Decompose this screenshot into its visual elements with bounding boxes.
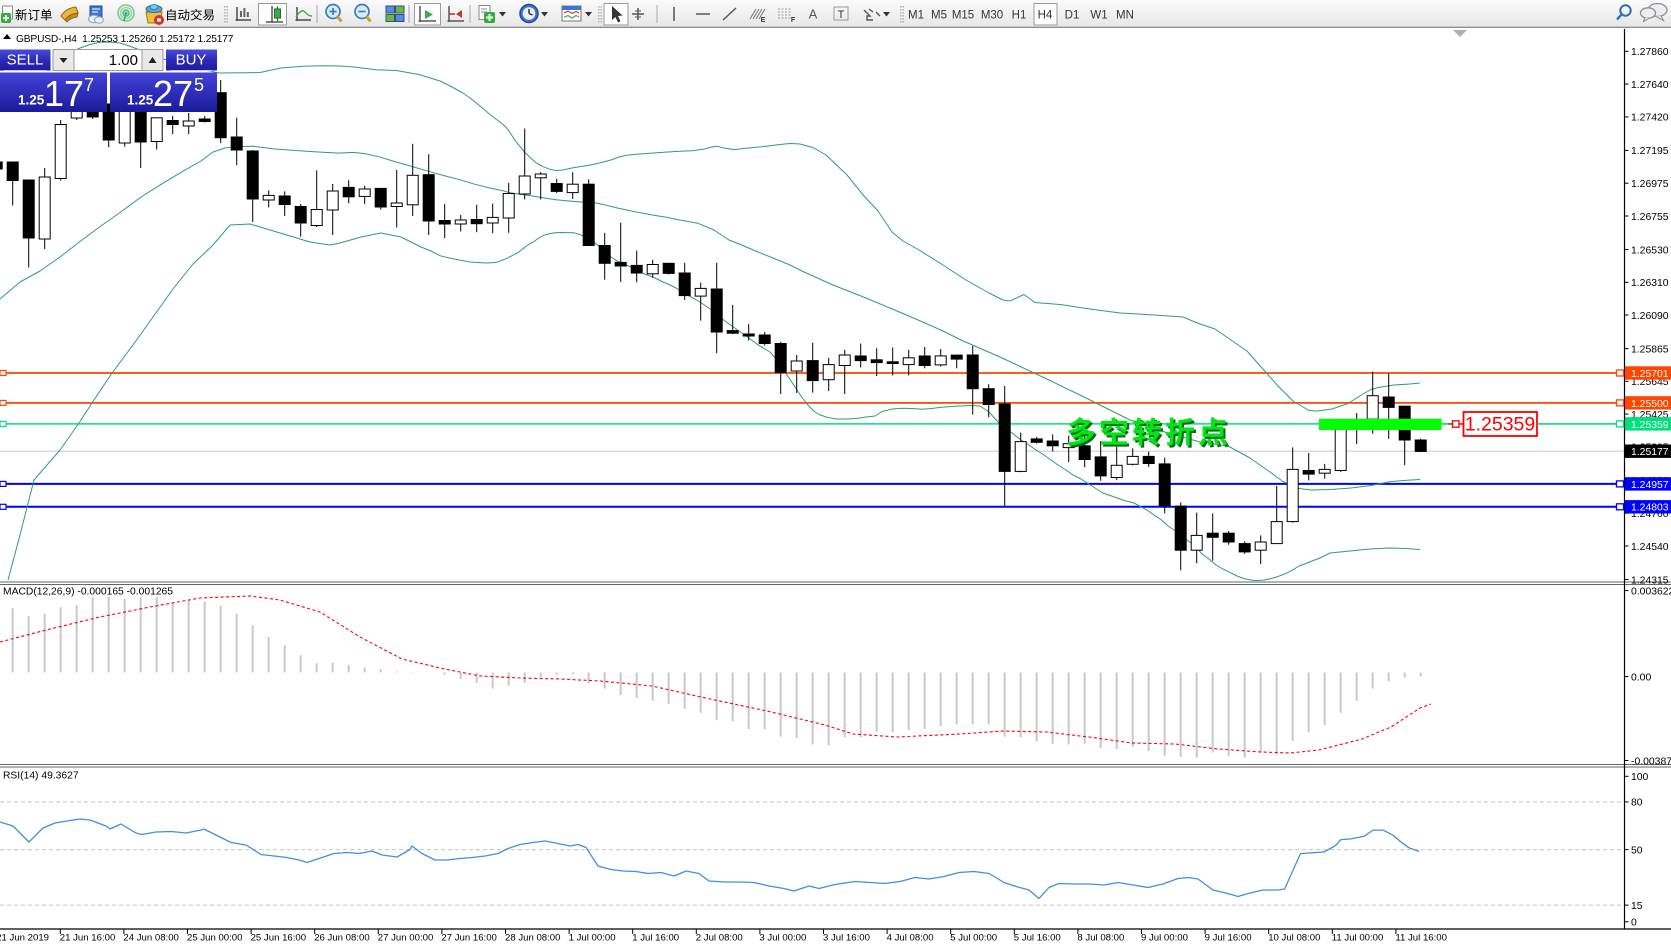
svg-text:1 Jul 00:00: 1 Jul 00:00 [569,933,616,944]
svg-text:100: 100 [1631,772,1649,783]
svg-text:M1: M1 [908,10,924,22]
svg-text:A: A [809,7,818,22]
svg-text:F: F [791,17,796,24]
svg-text:1.27860: 1.27860 [1631,47,1669,58]
svg-text:15: 15 [1631,901,1643,912]
svg-text:1.25425: 1.25425 [1631,410,1669,421]
svg-text:M30: M30 [981,10,1003,22]
svg-text:9 Jul 00:00: 9 Jul 00:00 [1141,933,1188,944]
svg-text:1.27195: 1.27195 [1631,146,1669,157]
svg-text:21 Jun 2019: 21 Jun 2019 [0,933,49,944]
svg-text:5 Jul 00:00: 5 Jul 00:00 [950,933,997,944]
svg-text:SELL: SELL [7,52,44,69]
svg-text:RSI(14) 49.3627: RSI(14) 49.3627 [3,771,79,782]
svg-text:D1: D1 [1065,10,1080,22]
svg-text:9 Jul 16:00: 9 Jul 16:00 [1205,933,1252,944]
svg-text:1.25701: 1.25701 [1631,369,1669,380]
svg-text:1.24315: 1.24315 [1631,575,1669,586]
svg-text:27 Jun 00:00: 27 Jun 00:00 [378,933,433,944]
svg-text:1.25359: 1.25359 [1631,420,1669,431]
svg-text:24 Jun 08:00: 24 Jun 08:00 [123,933,178,944]
svg-text:1.26090: 1.26090 [1631,311,1669,322]
svg-text:1.25: 1.25 [18,93,45,108]
svg-text:MACD(12,26,9) -0.000165 -0.001: MACD(12,26,9) -0.000165 -0.001265 [3,587,173,598]
svg-text:0.00: 0.00 [1631,672,1651,683]
svg-text:1.25645: 1.25645 [1631,377,1669,388]
svg-text:25 Jun 00:00: 25 Jun 00:00 [187,933,242,944]
svg-text:1.00: 1.00 [109,52,138,69]
svg-text:50: 50 [1631,845,1643,856]
svg-text:GBPUSD-,H4 1.25253 1.25260 1.: GBPUSD-,H4 1.25253 1.25260 1.25172 1.251… [16,34,234,45]
svg-text:1.24540: 1.24540 [1631,542,1669,553]
svg-text:11 Jul 16:00: 11 Jul 16:00 [1395,933,1447,944]
svg-text:M15: M15 [952,10,974,22]
svg-text:1.27420: 1.27420 [1631,113,1669,124]
svg-text:1.25: 1.25 [127,93,154,108]
svg-text:H1: H1 [1012,10,1027,22]
svg-text:27: 27 [153,73,193,114]
svg-text:1 Jul 16:00: 1 Jul 16:00 [632,933,679,944]
svg-text:1.26310: 1.26310 [1631,278,1669,289]
svg-text:M5: M5 [931,10,947,22]
svg-text:0.003622: 0.003622 [1631,586,1671,597]
svg-text:2 Jul 08:00: 2 Jul 08:00 [696,933,743,944]
svg-text:5: 5 [194,75,204,95]
svg-text:T: T [838,9,845,21]
svg-text:1.25177: 1.25177 [1631,447,1669,458]
svg-text:1.24957: 1.24957 [1631,480,1669,491]
svg-text:1.25359: 1.25359 [1465,414,1536,436]
svg-text:4 Jul 08:00: 4 Jul 08:00 [887,933,934,944]
svg-text:80: 80 [1631,798,1643,809]
svg-text:H4: H4 [1038,10,1053,22]
svg-text:11 Jul 00:00: 11 Jul 00:00 [1332,933,1384,944]
svg-text:26 Jun 08:00: 26 Jun 08:00 [314,933,369,944]
svg-text:MN: MN [1116,10,1134,22]
svg-text:8 Jul 08:00: 8 Jul 08:00 [1077,933,1124,944]
svg-text:1.25865: 1.25865 [1631,344,1669,355]
svg-text:10 Jul 08:00: 10 Jul 08:00 [1268,933,1320,944]
svg-text:1.24760: 1.24760 [1631,509,1669,520]
svg-text:1.26530: 1.26530 [1631,245,1669,256]
svg-text:3 Jul 16:00: 3 Jul 16:00 [823,933,870,944]
svg-text:W1: W1 [1090,10,1107,22]
svg-text:28 Jun 08:00: 28 Jun 08:00 [505,933,560,944]
svg-text:27 Jun 16:00: 27 Jun 16:00 [441,933,496,944]
svg-text:-0.003877: -0.003877 [1631,756,1671,767]
svg-text:21 Jun 16:00: 21 Jun 16:00 [60,933,115,944]
svg-text:3 Jul 00:00: 3 Jul 00:00 [759,933,806,944]
svg-text:0: 0 [1631,918,1637,929]
svg-text:1.25500: 1.25500 [1631,399,1669,410]
svg-text:1.27640: 1.27640 [1631,80,1669,91]
svg-text:1.26755: 1.26755 [1631,212,1669,223]
svg-text:17: 17 [44,73,84,114]
svg-text:25 Jun 16:00: 25 Jun 16:00 [251,933,306,944]
svg-text:1.24803: 1.24803 [1631,503,1669,514]
svg-text:E: E [761,17,766,24]
svg-text:5 Jul 16:00: 5 Jul 16:00 [1014,933,1061,944]
svg-text:1.26975: 1.26975 [1631,179,1669,190]
svg-text:BUY: BUY [176,52,207,69]
svg-text:7: 7 [84,75,94,95]
